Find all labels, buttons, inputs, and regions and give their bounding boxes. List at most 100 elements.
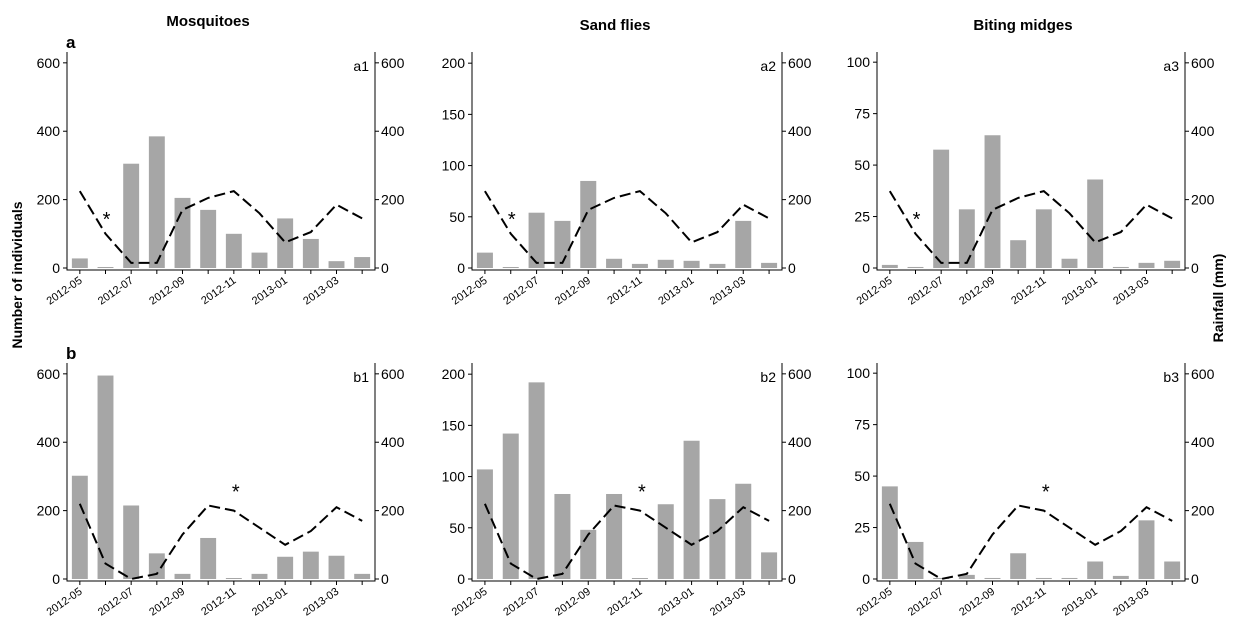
x-tick-label: 2013-03 [708, 275, 748, 308]
x-tick-label: 2012-05 [45, 586, 85, 619]
right-tick-label: 400 [788, 434, 812, 450]
bar-2012-09 [174, 197, 191, 268]
right-tick-label: 0 [788, 260, 796, 276]
x-tick-label: 2012-07 [501, 275, 541, 308]
bar-2013-04 [1164, 260, 1181, 268]
bar-2012-08 [148, 136, 165, 268]
bar-2012-06 [907, 541, 924, 579]
right-tick-label: 200 [1191, 192, 1215, 208]
x-tick-label: 2012-05 [855, 586, 895, 619]
right-tick-label: 400 [788, 123, 812, 139]
left-tick-label: 150 [442, 417, 466, 433]
left-tick-label: 600 [37, 55, 61, 71]
right-tick-label: 0 [381, 571, 389, 587]
left-tick-label: 25 [854, 209, 870, 225]
asterisk-marker: * [508, 209, 516, 231]
panel-a2: 0 50 100 150 200 0 200 400 600 2012-05 2012-07 2012… [442, 52, 812, 308]
bar-2012-11 [1035, 577, 1052, 579]
rainfall-line [888, 503, 1173, 581]
row-label-a: a [66, 33, 76, 52]
bar-2012-07 [123, 163, 140, 268]
bar-2012-07 [933, 577, 950, 579]
bar-2012-08 [148, 553, 165, 579]
left-tick-label: 25 [854, 520, 870, 536]
bar-2012-07 [528, 212, 545, 268]
panel-frame [66, 363, 376, 582]
x-tick-label: 2013-01 [250, 275, 290, 308]
x-tick-label: 2012-07 [96, 586, 136, 619]
left-tick-label: 50 [854, 468, 870, 484]
right-tick-label: 400 [1191, 123, 1215, 139]
bar-2012-05 [881, 486, 898, 579]
x-tick-label: 2012-11 [199, 275, 238, 308]
x-tick-label: 2012-09 [147, 586, 187, 619]
left-tick-label: 50 [449, 209, 465, 225]
x-tick-label: 2013-03 [1111, 586, 1151, 619]
bar-2012-07 [933, 149, 950, 268]
bar-2012-08 [958, 209, 975, 268]
right-tick-label: 400 [381, 123, 405, 139]
bar-2012-12 [251, 252, 268, 268]
bar-2012-10 [200, 537, 217, 579]
bar-2013-01 [683, 440, 700, 579]
x-tick-label: 2012-11 [1009, 586, 1048, 619]
panel-b3: 0 25 50 75 100 0 200 400 600 2012-05 2012-07 2012-0… [847, 363, 1215, 619]
right-tick-label: 200 [1191, 503, 1215, 519]
left-tick-label: 50 [449, 520, 465, 536]
bar-2012-06 [97, 375, 114, 579]
right-tick-label: 200 [788, 192, 812, 208]
left-tick-label: 0 [457, 260, 465, 276]
left-tick-label: 200 [442, 55, 466, 71]
x-tick-label: 2012-07 [501, 586, 541, 619]
rainfall-line [484, 189, 770, 264]
left-tick-label: 50 [854, 157, 870, 173]
x-tick-label: 2012-07 [96, 275, 136, 308]
x-tick-label: 2013-03 [301, 275, 341, 308]
bar-2012-06 [502, 433, 519, 579]
x-tick-label: 2013-01 [656, 275, 696, 308]
x-tick-label: 2013-03 [1111, 275, 1151, 308]
panel-a1: 0 200 400 600 0 200 400 600 2012-05 2012-07 2012-0… [37, 52, 405, 308]
bar-2012-05 [71, 475, 88, 579]
left-tick-label: 0 [52, 260, 60, 276]
bar-2013-04 [761, 552, 778, 579]
panel-b2: 0 50 100 150 200 0 200 400 600 2012-05 2012-07 2012… [442, 363, 812, 619]
bar-2012-11 [1035, 209, 1052, 268]
bar-2012-11 [225, 578, 242, 579]
x-tick-label: 2012-09 [957, 586, 997, 619]
bar-2013-03 [328, 261, 345, 268]
bar-2012-08 [554, 493, 571, 579]
bar-2013-01 [683, 260, 700, 268]
bar-2012-05 [71, 258, 88, 268]
left-tick-label: 200 [442, 366, 466, 382]
bar-2013-04 [761, 262, 778, 268]
left-tick-label: 150 [442, 106, 466, 122]
x-tick-label: 2013-01 [1060, 586, 1100, 619]
rainfall-line [78, 503, 363, 581]
right-tick-label: 0 [381, 260, 389, 276]
bar-2012-06 [97, 267, 114, 268]
bar-2013-02 [1112, 266, 1129, 268]
bar-2012-09 [580, 180, 597, 268]
x-tick-label: 2012-09 [553, 586, 593, 619]
bar-2013-02 [709, 263, 726, 268]
panels-group: 0 200 400 600 0 200 400 600 2012-05 2012-07 2012-0… [37, 52, 1215, 619]
right-tick-label: 400 [381, 434, 405, 450]
right-tick-label: 600 [381, 366, 405, 382]
left-tick-label: 75 [854, 417, 870, 433]
right-tick-label: 200 [788, 503, 812, 519]
bar-2013-04 [354, 257, 371, 268]
bar-2013-04 [1164, 561, 1181, 579]
left-tick-label: 100 [847, 365, 871, 381]
bar-2012-10 [606, 258, 623, 268]
bar-2012-06 [502, 267, 519, 268]
left-tick-label: 400 [37, 434, 61, 450]
panel-frame [876, 52, 1186, 271]
bar-2012-05 [881, 264, 898, 268]
panel-a3: 0 25 50 75 100 0 200 400 600 2012-05 2012-07 2012-0… [847, 52, 1215, 308]
x-tick-label: 2012-11 [199, 586, 238, 619]
bar-2013-01 [277, 218, 294, 268]
x-tick-label: 2013-01 [1060, 275, 1100, 308]
left-tick-label: 100 [442, 469, 466, 485]
